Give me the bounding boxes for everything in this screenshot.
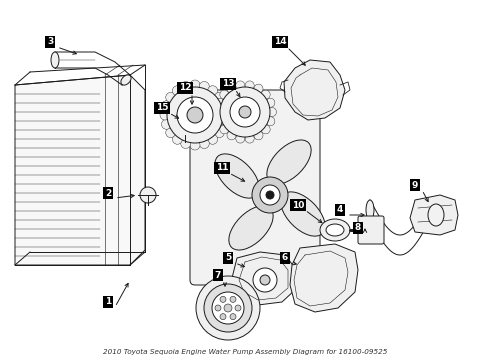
Circle shape (187, 107, 203, 123)
Circle shape (235, 305, 241, 311)
Circle shape (220, 110, 230, 120)
Circle shape (230, 296, 236, 302)
Circle shape (236, 81, 245, 90)
Text: 3: 3 (47, 37, 53, 46)
Text: 2: 2 (105, 189, 111, 198)
Circle shape (162, 101, 172, 111)
Circle shape (215, 117, 224, 126)
Circle shape (166, 93, 176, 102)
Circle shape (214, 108, 222, 117)
Ellipse shape (426, 200, 434, 220)
Circle shape (181, 139, 191, 149)
Ellipse shape (267, 140, 311, 184)
Circle shape (268, 108, 276, 117)
Text: 2010 Toyota Sequoia Engine Water Pump Assembly Diagram for 16100-09525: 2010 Toyota Sequoia Engine Water Pump As… (103, 349, 387, 355)
Circle shape (204, 284, 252, 332)
Circle shape (220, 296, 226, 302)
Circle shape (227, 84, 236, 93)
Ellipse shape (121, 75, 131, 85)
Ellipse shape (366, 200, 374, 220)
Text: 15: 15 (156, 104, 168, 112)
Circle shape (236, 134, 245, 143)
Text: 4: 4 (337, 206, 343, 215)
Ellipse shape (326, 224, 344, 236)
Circle shape (266, 117, 275, 126)
Circle shape (196, 276, 260, 340)
Circle shape (162, 119, 172, 129)
Circle shape (181, 81, 191, 91)
Circle shape (215, 305, 221, 311)
Circle shape (214, 128, 224, 138)
Circle shape (172, 134, 182, 144)
Text: 14: 14 (274, 37, 286, 46)
Ellipse shape (320, 219, 350, 241)
Circle shape (230, 97, 260, 127)
Ellipse shape (428, 204, 444, 226)
Circle shape (172, 86, 182, 96)
Circle shape (199, 81, 209, 91)
Circle shape (220, 87, 270, 137)
Polygon shape (284, 60, 345, 120)
Circle shape (253, 268, 277, 292)
Text: 7: 7 (215, 270, 221, 279)
FancyBboxPatch shape (190, 90, 320, 285)
Circle shape (199, 139, 209, 149)
Text: 13: 13 (222, 80, 234, 89)
Circle shape (180, 125, 190, 135)
Circle shape (208, 134, 218, 144)
Text: 9: 9 (412, 180, 418, 189)
Circle shape (261, 125, 270, 134)
FancyBboxPatch shape (358, 216, 384, 244)
Circle shape (266, 98, 275, 107)
Circle shape (190, 140, 200, 150)
Circle shape (167, 87, 223, 143)
Polygon shape (232, 252, 295, 305)
Ellipse shape (229, 206, 273, 250)
Text: 5: 5 (225, 253, 231, 262)
Text: 12: 12 (179, 84, 191, 93)
Circle shape (252, 177, 288, 213)
Circle shape (227, 131, 236, 140)
Circle shape (177, 97, 213, 133)
Circle shape (219, 101, 228, 111)
Circle shape (245, 81, 254, 90)
Circle shape (215, 98, 224, 107)
Circle shape (214, 93, 224, 102)
Text: 10: 10 (292, 201, 304, 210)
Circle shape (266, 191, 274, 199)
Circle shape (166, 128, 176, 138)
Circle shape (245, 134, 254, 143)
Ellipse shape (215, 154, 259, 198)
Circle shape (190, 80, 200, 90)
Circle shape (220, 314, 226, 320)
Circle shape (160, 110, 170, 120)
Polygon shape (15, 75, 145, 265)
Circle shape (230, 314, 236, 320)
Circle shape (212, 292, 244, 324)
Circle shape (140, 187, 156, 203)
Circle shape (254, 131, 263, 140)
Circle shape (260, 275, 270, 285)
Text: 11: 11 (216, 163, 228, 172)
Circle shape (260, 185, 280, 205)
Text: 8: 8 (355, 224, 361, 233)
Circle shape (220, 125, 229, 134)
Ellipse shape (427, 200, 437, 220)
Circle shape (208, 86, 218, 96)
Ellipse shape (281, 192, 325, 236)
Circle shape (254, 84, 263, 93)
Circle shape (219, 119, 228, 129)
Circle shape (261, 90, 270, 99)
Polygon shape (410, 195, 458, 235)
Ellipse shape (51, 52, 59, 68)
Circle shape (224, 304, 232, 312)
Circle shape (220, 90, 229, 99)
Text: 1: 1 (105, 297, 111, 306)
Circle shape (239, 106, 251, 118)
Polygon shape (290, 244, 358, 312)
Text: 6: 6 (282, 253, 288, 262)
